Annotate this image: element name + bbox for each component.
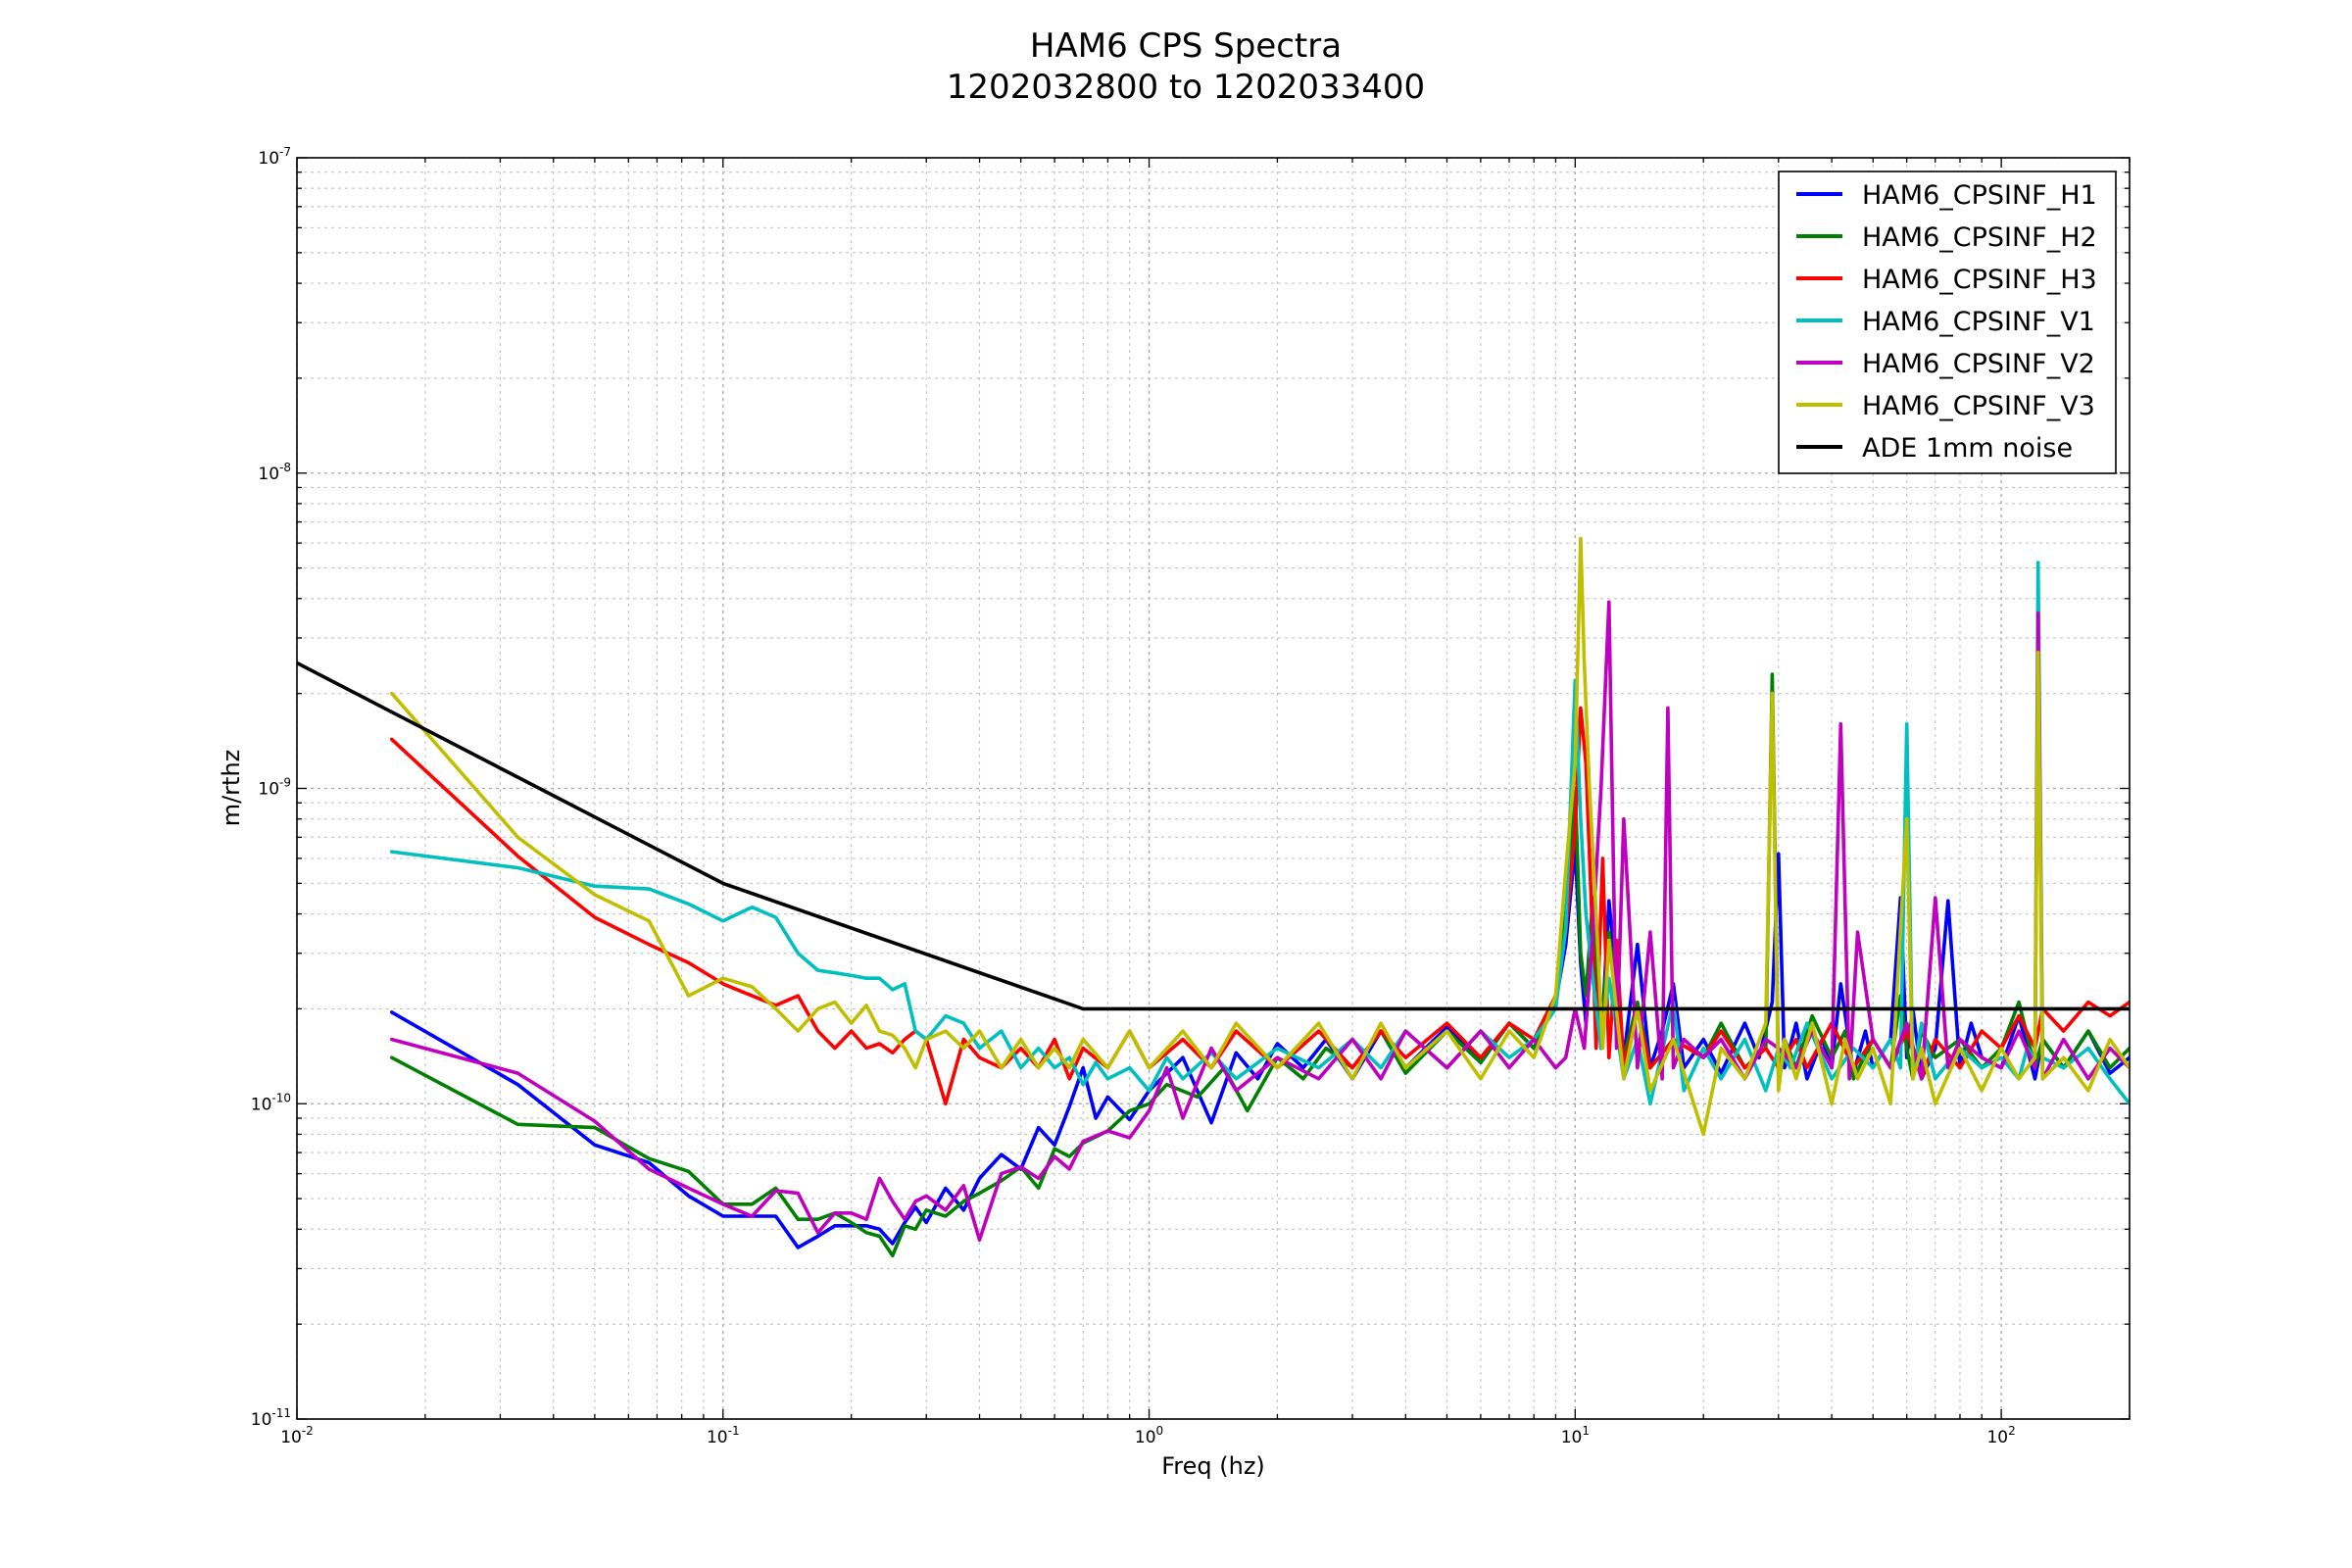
- chart-subtitle: 1202032800 to 1202033400: [947, 68, 1425, 107]
- legend-label: HAM6_CPSINF_V1: [1862, 307, 2095, 337]
- legend-item-ham6-cpsinf-v2: HAM6_CPSINF_V2: [1796, 349, 2095, 379]
- axis-ticks: 10-2 10-1 100 101 102 10-11 10-10 10-9 10-8 10-7: [251, 145, 2131, 1447]
- legend: HAM6_CPSINF_H1 HAM6_CPSINF_H2 HAM6_CPSINF_…: [1778, 171, 2117, 474]
- legend-item-ade-1mm-noise: ADE 1mm noise: [1796, 433, 2073, 464]
- x-tick-label: 102: [1986, 1424, 2015, 1447]
- y-axis-label: m/rthz: [218, 750, 245, 827]
- plot-frame: [296, 157, 2131, 1420]
- legend-item-ham6-cpsinf-h1: HAM6_CPSINF_H1: [1796, 180, 2097, 211]
- x-tick-label: 100: [1135, 1424, 1163, 1447]
- y-tick-label: 10-11: [251, 1406, 291, 1430]
- legend-label: HAM6_CPSINF_H1: [1862, 180, 2097, 211]
- legend-item-ham6-cpsinf-h2: HAM6_CPSINF_H2: [1796, 222, 2097, 253]
- legend-label: ADE 1mm noise: [1862, 433, 2073, 464]
- series-layer: [297, 536, 2130, 1257]
- x-tick-label: 10-2: [280, 1424, 314, 1447]
- legend-label: HAM6_CPSINF_V2: [1862, 349, 2095, 379]
- series-line-ham6-cpsinf-v3: [389, 536, 2130, 1137]
- legend-label: HAM6_CPSINF_V3: [1862, 391, 2095, 421]
- y-tick-label: 10-10: [251, 1091, 291, 1114]
- grid: [296, 157, 2131, 1420]
- chart-title: HAM6 CPS Spectra: [1030, 26, 1342, 66]
- x-axis-label: Freq (hz): [1161, 1452, 1265, 1480]
- legend-item-ham6-cpsinf-v1: HAM6_CPSINF_V1: [1796, 307, 2095, 337]
- series-line-ade-1mm-noise: [297, 661, 2130, 1011]
- legend-item-ham6-cpsinf-v3: HAM6_CPSINF_V3: [1796, 391, 2095, 421]
- y-tick-label: 10-8: [258, 461, 291, 484]
- series-line-ham6-cpsinf-v2: [389, 600, 2130, 1242]
- x-tick-label: 101: [1561, 1424, 1590, 1447]
- legend-label: HAM6_CPSINF_H2: [1862, 222, 2097, 253]
- x-tick-label: 10-1: [707, 1424, 740, 1447]
- y-tick-label: 10-9: [258, 776, 291, 800]
- legend-item-ham6-cpsinf-h3: HAM6_CPSINF_H3: [1796, 265, 2097, 295]
- legend-label: HAM6_CPSINF_H3: [1862, 265, 2097, 295]
- y-tick-label: 10-7: [258, 145, 291, 169]
